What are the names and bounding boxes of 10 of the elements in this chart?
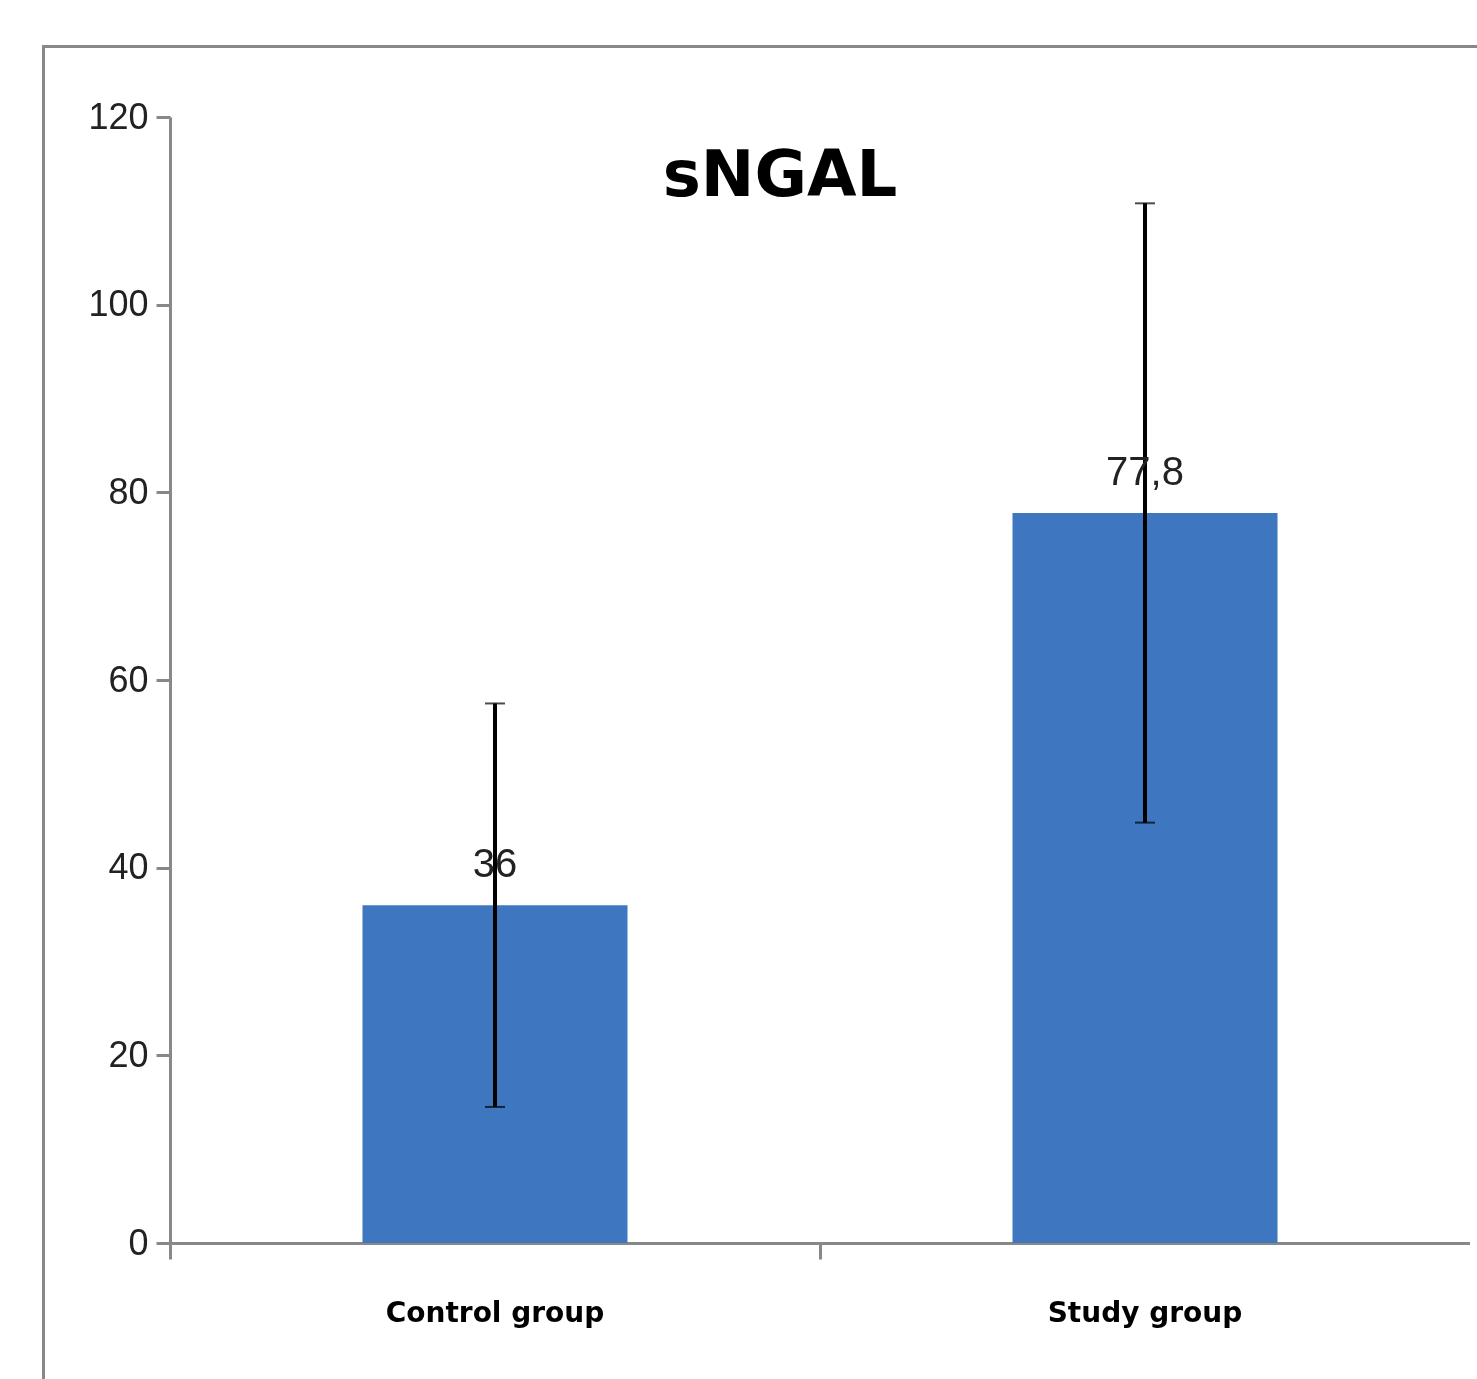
y-tick-label: 20 [108, 1033, 149, 1075]
y-tick-label: 60 [108, 658, 149, 700]
y-tick-label: 100 [88, 283, 149, 325]
x-tick-label: Study group [1047, 1295, 1243, 1329]
y-tick-label: 40 [108, 846, 149, 888]
y-tick-label: 120 [88, 95, 149, 137]
y-tick-label: 0 [128, 1221, 149, 1263]
chart-title: sNGAL [662, 137, 898, 211]
x-tick-label: Control group [385, 1295, 605, 1329]
y-tick-label: 80 [108, 470, 149, 512]
